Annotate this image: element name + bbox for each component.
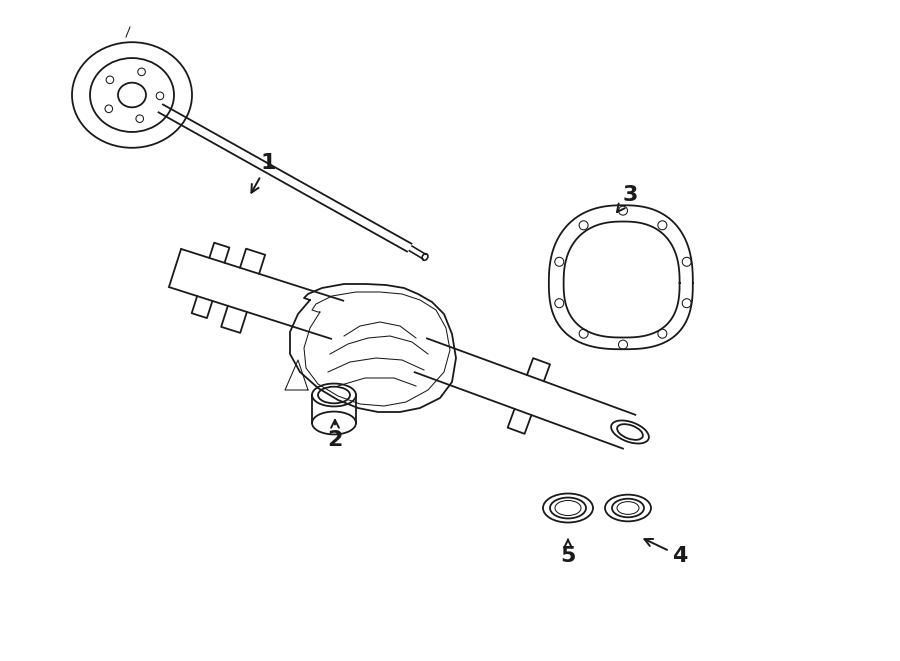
Text: 3: 3 bbox=[617, 185, 638, 212]
Text: 2: 2 bbox=[328, 420, 343, 450]
Text: 1: 1 bbox=[251, 153, 275, 192]
Text: 5: 5 bbox=[561, 539, 576, 566]
Text: 4: 4 bbox=[644, 539, 688, 566]
